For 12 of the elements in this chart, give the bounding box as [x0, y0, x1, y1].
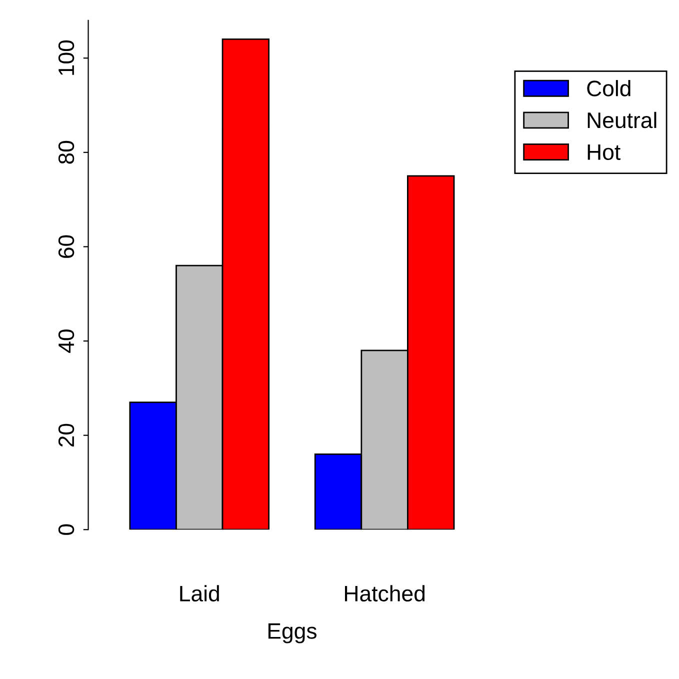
x-axis-title: Eggs	[268, 623, 316, 644]
x-tick-label: Hatched	[345, 585, 425, 602]
y-tick-label: 20	[58, 424, 74, 447]
y-tick-label: 0	[58, 524, 74, 535]
y-tick-label: 80	[58, 140, 74, 164]
x-tick-label: Laid	[180, 585, 219, 602]
y-tick-label: 40	[58, 330, 74, 353]
legend-label: Neutral	[588, 112, 656, 128]
legend-label: Hot	[588, 144, 620, 160]
legend-label: Cold	[587, 80, 630, 96]
y-tick-label: 100	[58, 40, 74, 75]
y-tick-label: 60	[58, 235, 74, 258]
